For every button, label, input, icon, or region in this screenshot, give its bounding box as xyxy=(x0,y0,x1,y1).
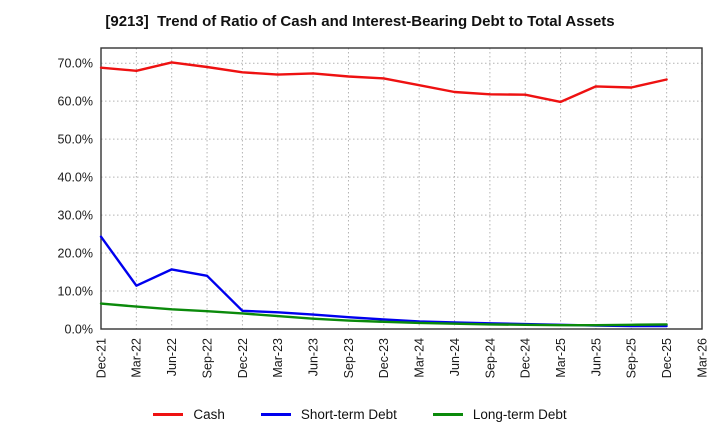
series-line-cash xyxy=(99,61,668,104)
y-tick-label: 40.0% xyxy=(58,170,93,184)
y-tick-label: 20.0% xyxy=(58,246,93,260)
legend-swatch-long-term-debt xyxy=(432,413,463,416)
x-tick-label: Dec-21 xyxy=(94,338,108,378)
x-tick-label: Jun-22 xyxy=(165,338,179,376)
legend-label-cash: Cash xyxy=(193,407,225,422)
x-tick-label: Sep-24 xyxy=(483,338,497,378)
legend-item-cash: Cash xyxy=(153,407,225,422)
legend-label-short-term-debt: Short-term Debt xyxy=(300,407,397,422)
x-tick-label: Sep-25 xyxy=(625,338,639,378)
legend-label-long-term-debt: Long-term Debt xyxy=(472,407,567,422)
y-tick-label: 30.0% xyxy=(58,208,93,222)
y-tick-label: 10.0% xyxy=(58,284,93,298)
x-tick-label: Mar-26 xyxy=(695,338,709,378)
legend-item-long-term-debt: Long-term Debt xyxy=(432,407,567,422)
x-tick-label: Sep-22 xyxy=(200,338,214,378)
legend-swatch-short-term-debt xyxy=(260,413,291,416)
x-tick-label: Mar-23 xyxy=(271,338,285,378)
legend-swatch-cash xyxy=(153,413,184,416)
x-tick-label: Jun-24 xyxy=(448,338,462,376)
x-tick-label: Dec-22 xyxy=(236,338,250,378)
plot-border xyxy=(100,47,703,330)
y-tick-label: 60.0% xyxy=(58,95,93,109)
x-tick-label: Mar-25 xyxy=(554,338,568,378)
x-tick-label: Mar-22 xyxy=(130,338,144,378)
x-tick-label: Jun-25 xyxy=(589,338,603,376)
y-tick-label: 50.0% xyxy=(58,133,93,147)
x-tick-label: Dec-25 xyxy=(660,338,674,378)
chart-plot-area: 0.0% 10.0% 20.0% 30.0% 40.0% 50.0% 60.0% 70.0% D… xyxy=(58,47,709,378)
legend: Cash Short-term Debt Long-term Debt xyxy=(0,407,720,422)
x-tick-label: Mar-24 xyxy=(413,338,427,378)
chart-title: [9213] Trend of Ratio of Cash and Intere… xyxy=(105,13,615,30)
x-tick-label: Sep-23 xyxy=(342,338,356,378)
legend-item-short-term-debt: Short-term Debt xyxy=(260,407,397,422)
y-tick-label: 70.0% xyxy=(58,57,93,71)
x-tick-label: Dec-23 xyxy=(377,338,391,378)
series-line-long-term-debt xyxy=(99,302,668,327)
y-tick-label: 0.0% xyxy=(65,322,94,336)
x-tick-label: Dec-24 xyxy=(519,338,533,378)
x-tick-label: Jun-23 xyxy=(306,338,320,376)
